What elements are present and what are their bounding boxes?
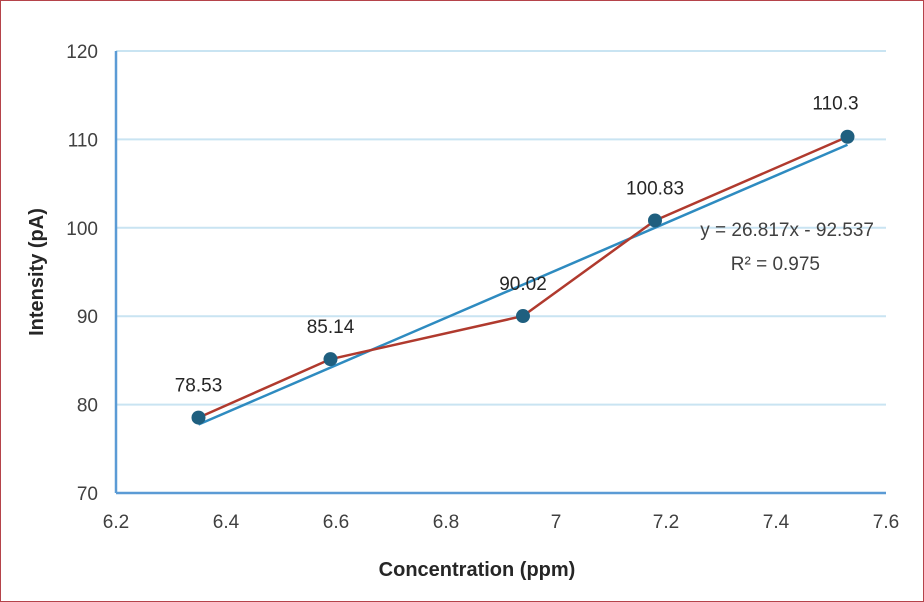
x-axis-title: Concentration (ppm) — [379, 559, 576, 581]
x-tick-labels: 6.2 6.4 6.6 6.8 7 7.2 7.4 7.6 — [103, 512, 899, 533]
data-point-3 — [516, 309, 530, 324]
x-tick-label-6.4: 6.4 — [213, 512, 240, 533]
trendline — [198, 143, 848, 426]
x-tick-label-7.2: 7.2 — [653, 512, 679, 533]
y-tick-label-70: 70 — [77, 484, 98, 505]
x-tick-label-6.6: 6.6 — [323, 512, 349, 533]
y-tick-label-80: 80 — [77, 396, 98, 417]
trendline-r-squared: R² = 0.975 — [731, 254, 820, 275]
data-label-3: 90.02 — [499, 274, 547, 295]
data-point-1 — [191, 410, 206, 425]
data-labels: 78.53 85.14 90.02 100.83 110.3 — [175, 94, 859, 397]
data-point-2 — [323, 352, 338, 367]
data-label-2: 85.14 — [307, 317, 355, 338]
data-points — [191, 129, 855, 425]
x-tick-label-6.2: 6.2 — [103, 512, 129, 533]
y-tick-labels: 70 80 90 100 110 120 — [66, 42, 98, 505]
x-tick-label-7: 7 — [551, 512, 562, 533]
data-point-4 — [648, 213, 662, 228]
data-label-1: 78.53 — [175, 376, 223, 397]
x-tick-label-6.8: 6.8 — [433, 512, 459, 533]
y-tick-label-110: 110 — [68, 130, 98, 151]
trendline-group — [198, 143, 848, 426]
y-tick-label-90: 90 — [77, 307, 98, 328]
axes — [114, 51, 886, 495]
data-label-5: 110.3 — [812, 94, 858, 115]
y-axis-title: Intensity (pA) — [26, 208, 48, 336]
trendline-equation: y = 26.817x - 92.537 — [700, 220, 874, 241]
data-point-5 — [840, 129, 855, 144]
x-tick-label-7.4: 7.4 — [763, 512, 790, 533]
y-tick-label-100: 100 — [66, 219, 98, 240]
y-tick-label-120: 120 — [66, 42, 98, 63]
x-tick-label-7.6: 7.6 — [873, 512, 899, 533]
data-label-4: 100.83 — [626, 178, 684, 199]
